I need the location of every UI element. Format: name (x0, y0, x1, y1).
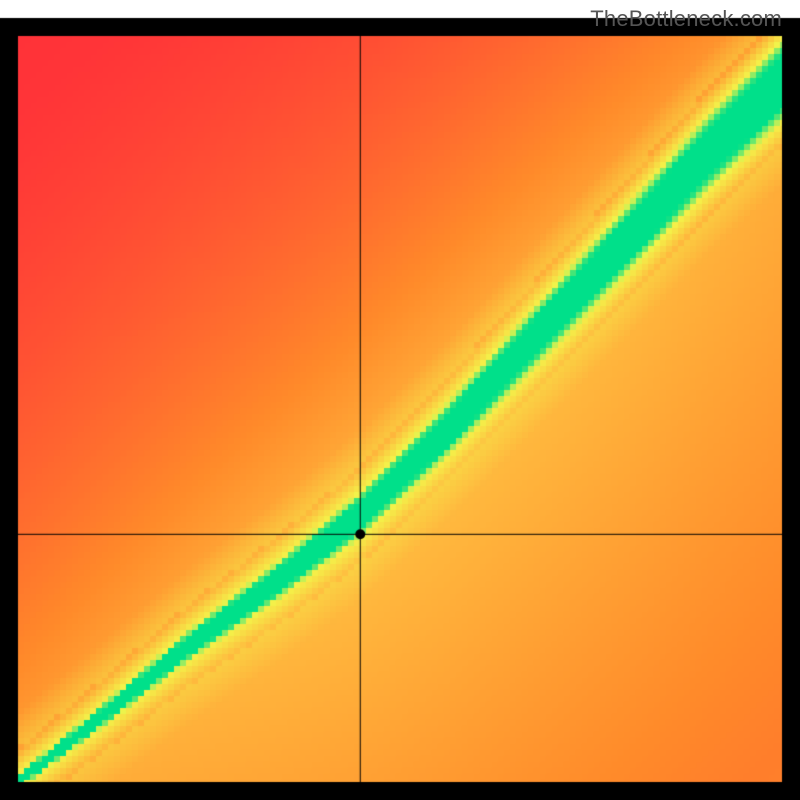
watermark-text: TheBottleneck.com (590, 6, 782, 32)
chart-container: TheBottleneck.com (0, 0, 800, 800)
bottleneck-heatmap-canvas (0, 0, 800, 800)
